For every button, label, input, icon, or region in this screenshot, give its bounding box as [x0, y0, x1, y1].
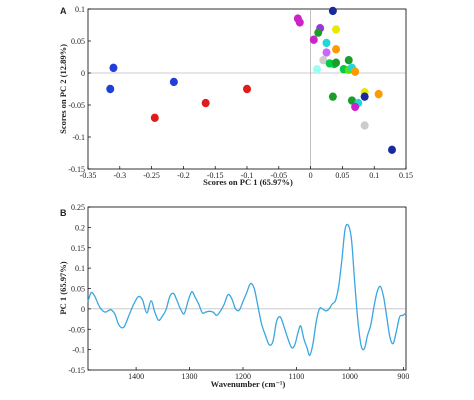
- y-tick-label: -0.1: [72, 346, 85, 355]
- score-point: [201, 98, 210, 108]
- y-tick-label: -0.1: [72, 133, 85, 142]
- score-point: [169, 77, 178, 87]
- panel-a-label: A: [60, 6, 67, 16]
- x-tick-label: 0.15: [399, 171, 413, 180]
- x-tick-label: 0.05: [335, 171, 349, 180]
- score-point: [360, 121, 369, 130]
- score-point: [295, 18, 304, 27]
- score-point: [344, 56, 353, 65]
- y-tick-label: 0.25: [71, 203, 85, 212]
- x-tick-label: 1200: [235, 372, 251, 381]
- score-point: [360, 92, 369, 101]
- score-point: [347, 96, 356, 105]
- score-point: [322, 48, 331, 57]
- score-point: [319, 56, 328, 65]
- panel-b-y-ticks: 0.25 0.2 0.15 0.1 0.05 0 -0.05 -0.1 -0.15: [68, 203, 91, 375]
- y-tick-label: -0.05: [68, 101, 85, 110]
- x-tick-label: 1300: [182, 372, 198, 381]
- score-point: [374, 89, 383, 99]
- score-point: [309, 35, 318, 44]
- score-point: [150, 113, 159, 123]
- x-tick-label: -0.2: [177, 171, 190, 180]
- y-tick-label: -0.05: [68, 325, 85, 334]
- panel-b-x-ticks: 1400 1300 1200 1100 1000 900: [128, 367, 409, 381]
- score-point: [328, 92, 337, 101]
- panel-b-frame: [87, 206, 407, 371]
- x-tick-label: -0.05: [270, 171, 287, 180]
- y-tick-label: 0.05: [71, 285, 85, 294]
- panel-a: A 0.10.050-0.05-0.1-0.15 -0.35 -0.3 -0.25-…: [58, 5, 413, 187]
- score-point: [314, 28, 323, 37]
- x-tick-label: -0.25: [143, 171, 160, 180]
- score-point: [332, 58, 341, 67]
- panel-a-x-ticks: -0.35 -0.3 -0.25 -0.2 -0.15 -0.1 -0.05 0 0.05 0.1…: [80, 166, 413, 180]
- score-point: [332, 45, 341, 54]
- y-tick-label: 0.05: [71, 37, 85, 46]
- score-point: [388, 145, 397, 154]
- y-tick-label: 0: [81, 69, 85, 78]
- x-tick-label: 900: [397, 372, 409, 381]
- x-tick-label: 0.1: [369, 171, 379, 180]
- score-point: [332, 25, 341, 34]
- x-tick-label: 0: [309, 171, 313, 180]
- x-tick-label: 1000: [342, 372, 358, 381]
- panel-b-series: [87, 223, 407, 356]
- score-point: [243, 84, 251, 94]
- score-point: [351, 67, 360, 76]
- pc1-loading-line: [87, 223, 407, 356]
- x-tick-label: 1100: [289, 372, 305, 381]
- panel-a-points: [106, 6, 397, 154]
- panel-a-y-title: Scores on PC 2 (12.89%): [58, 44, 68, 134]
- panel-a-y-ticks: 0.1 0.05 0 -0.05 -0.1 -0.15: [68, 5, 91, 174]
- score-point: [328, 6, 337, 16]
- x-tick-label: 1400: [128, 372, 144, 381]
- y-tick-label: 0.15: [71, 244, 85, 253]
- x-tick-label: -0.3: [113, 171, 126, 180]
- score-point: [106, 84, 115, 94]
- score-point: [322, 38, 331, 48]
- y-tick-label: 0.2: [75, 223, 85, 232]
- y-tick-label: 0: [81, 305, 85, 314]
- score-point: [351, 102, 360, 112]
- panel-b-x-title: Wavenumber (cm⁻¹): [211, 379, 286, 389]
- panel-a-x-title: Scores on PC 1 (65.97%): [203, 177, 293, 187]
- x-tick-label: -0.35: [80, 171, 97, 180]
- y-tick-label: -0.15: [68, 366, 85, 375]
- score-point: [312, 64, 321, 74]
- y-tick-label: 0.1: [75, 264, 85, 273]
- y-tick-label: -0.15: [68, 165, 85, 174]
- y-tick-label: 0.1: [75, 5, 85, 14]
- panel-b: B 0.25 0.2 0.15 0.1 0.05 0 -0.05 -0.1 -0.15 1400…: [58, 203, 409, 389]
- panel-b-y-title: PC 1 (65.97%): [58, 261, 68, 314]
- x-tick-label: -0.1: [241, 171, 254, 180]
- x-tick-label: -0.15: [207, 171, 224, 180]
- panel-b-label: B: [60, 208, 67, 218]
- score-point: [109, 63, 118, 73]
